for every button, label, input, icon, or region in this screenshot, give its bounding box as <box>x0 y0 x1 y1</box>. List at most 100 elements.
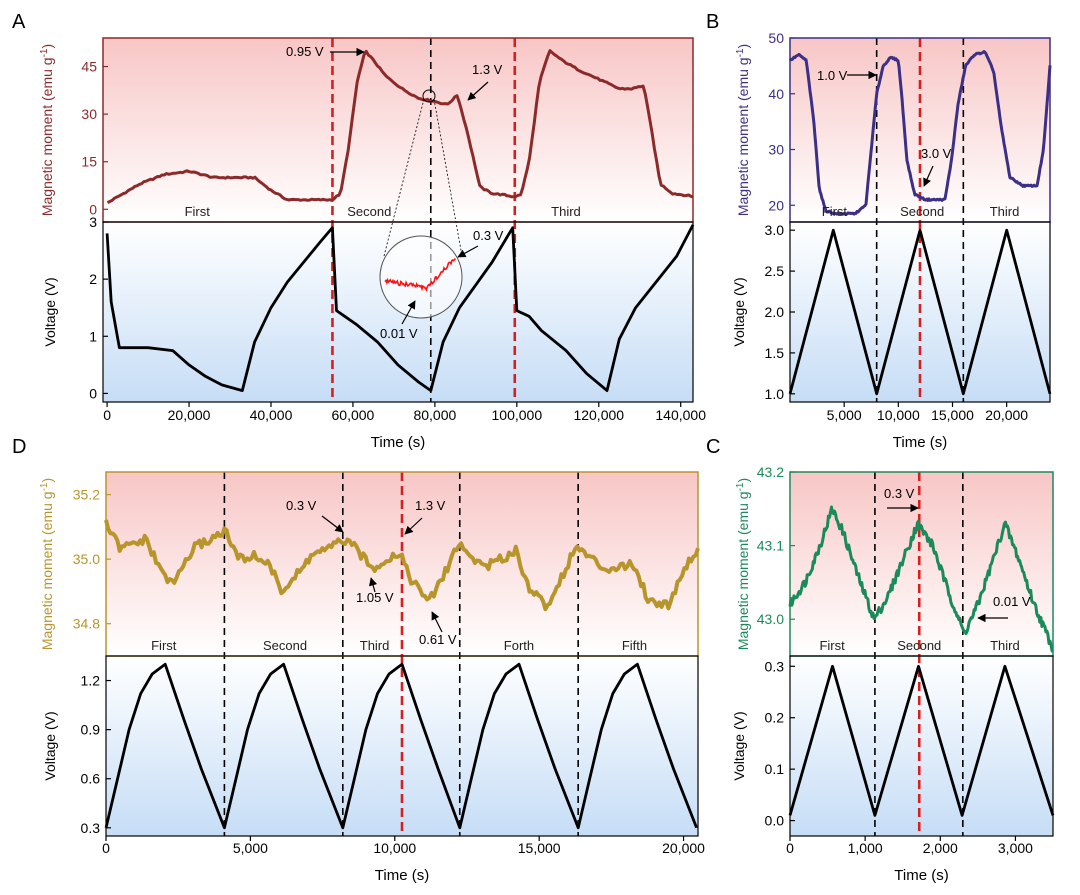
bottom-y-axis-label: Voltage (V) <box>731 277 747 346</box>
cycle-region-label: First <box>819 638 845 653</box>
bottom-plot-background <box>790 656 1053 836</box>
bottom-ytick-label: 2.5 <box>765 263 785 279</box>
bottom-y-axis-label: Voltage (V) <box>42 711 58 780</box>
bottom-ytick-label: 2.0 <box>765 304 785 320</box>
magnetic-moment-series <box>106 49 694 204</box>
voltage-annotation: 0.3 V <box>286 498 317 513</box>
voltage-annotation: 0.3 V <box>884 486 915 501</box>
bottom-ytick-label: 0.3 <box>765 658 785 674</box>
cycle-region-label: Fifth <box>622 638 647 653</box>
inset-annotation: 0.3 V <box>473 228 504 243</box>
zoom-guide-line <box>383 98 425 257</box>
xtick-label: 5,000 <box>827 407 862 423</box>
magnetic-moment-series <box>788 505 1055 653</box>
cycle-region-label: Third <box>360 638 390 653</box>
annotation-arrow <box>467 81 489 101</box>
top-ytick-label: 34.8 <box>73 616 100 632</box>
top-ytick-label: 50 <box>768 30 784 46</box>
bottom-ytick-label: 2 <box>89 271 97 287</box>
voltage-annotation: 0.95 V <box>286 44 324 59</box>
x-axis-label: Time (s) <box>371 434 425 451</box>
x-axis-label: Time (s) <box>375 867 429 884</box>
xtick-label: 40,000 <box>250 407 293 423</box>
top-ytick-label: 45 <box>81 59 97 75</box>
xtick-label: 140,000 <box>655 407 706 423</box>
bottom-ytick-label: 0.1 <box>765 761 785 777</box>
zoom-inset-circle <box>379 235 463 319</box>
bottom-plot-frame <box>789 655 1054 837</box>
annotation-arrow <box>321 515 344 533</box>
magnetic-moment-series <box>104 519 700 612</box>
top-ytick-label: 30 <box>81 106 97 122</box>
panel-label: B <box>706 11 719 33</box>
cycle-region-label: Second <box>897 638 941 653</box>
voltage-series <box>788 228 1052 396</box>
panel-b: B 20 30 40 50 1.0 1.5 2.0 2.5 3.0 5,000 10,000 15,00… <box>706 11 1052 451</box>
xtick-label: 20,000 <box>168 407 211 423</box>
bottom-plot-frame <box>105 655 699 837</box>
xtick-label: 10,000 <box>373 840 416 856</box>
voltage-series <box>104 662 698 830</box>
annotation-arrow <box>401 300 416 325</box>
voltage-annotation: 1.05 V <box>356 590 394 605</box>
xtick-label: 3,000 <box>998 840 1033 856</box>
bottom-ytick-label: 0.6 <box>81 771 101 787</box>
top-ytick-label: 15 <box>81 154 97 170</box>
top-ytick-label: 35.0 <box>73 551 100 567</box>
xtick-label: 0 <box>102 840 110 856</box>
cycle-region-label: Second <box>263 638 307 653</box>
voltage-series <box>788 664 1055 817</box>
magnetic-moment-series <box>788 50 1052 216</box>
cycle-region-label: Second <box>900 204 944 219</box>
bottom-ytick-label: 1.5 <box>765 345 785 361</box>
xtick-label: 120,000 <box>573 407 624 423</box>
cycle-region-label: First <box>185 204 211 219</box>
cycle-region-label: Forth <box>504 638 534 653</box>
panel-label: C <box>706 436 720 458</box>
xtick-label: 20,000 <box>985 407 1028 423</box>
bottom-plot-frame <box>102 221 694 403</box>
bottom-ytick-label: 3.0 <box>765 222 785 238</box>
voltage-series <box>105 224 695 393</box>
xtick-label: 60,000 <box>332 407 375 423</box>
top-ytick-label: 43.1 <box>757 538 784 554</box>
bottom-ytick-label: 0 <box>89 385 97 401</box>
x-axis-label: Time (s) <box>894 867 948 884</box>
panel-c: C 43.0 43.1 43.2 0.0 0.1 0.2 0.3 0 1,000 2,000 3,00… <box>706 436 1055 884</box>
xtick-label: 1,000 <box>848 840 883 856</box>
voltage-annotation: 0.61 V <box>419 632 457 647</box>
bottom-ytick-label: 1.0 <box>765 386 785 402</box>
xtick-label: 20,000 <box>662 840 705 856</box>
voltage-annotation: 1.3 V <box>472 62 503 77</box>
xtick-label: 10,000 <box>877 407 920 423</box>
bottom-ytick-label: 0.0 <box>765 813 785 829</box>
top-plot-background <box>103 38 693 222</box>
inset-zoom-trace <box>384 258 457 293</box>
bottom-ytick-label: 1 <box>89 328 97 344</box>
annotation-arrow <box>404 517 423 535</box>
bottom-y-axis-label: Voltage (V) <box>42 277 58 346</box>
top-ytick-label: 30 <box>768 142 784 158</box>
panel-label: A <box>12 11 26 33</box>
voltage-annotation: 1.3 V <box>415 498 446 513</box>
top-y-axis-label: Magnetic moment (emu g-1) <box>39 44 56 216</box>
xtick-label: 100,000 <box>492 407 543 423</box>
cycle-region-label: Second <box>347 204 391 219</box>
top-ytick-label: 40 <box>768 86 784 102</box>
panel-d: D 34.8 35.0 35.2 0.3 0.6 0.9 1.2 0 5,000 10,000 15,… <box>12 436 705 884</box>
top-y-axis-label: Magnetic moment (emu g-1) <box>39 478 56 650</box>
voltage-annotation: 3.0 V <box>921 146 952 161</box>
annotation-arrow <box>431 611 443 633</box>
annotation-arrow <box>369 577 378 593</box>
top-y-axis-label: Magnetic moment (emu g-1) <box>735 44 752 216</box>
cycle-region-label: First <box>151 638 177 653</box>
top-ytick-label: 35.2 <box>73 487 100 503</box>
bottom-ytick-label: 1.2 <box>81 673 101 689</box>
bottom-ytick-label: 3 <box>89 214 97 230</box>
top-ytick-label: 0 <box>89 201 97 217</box>
xtick-label: 2,000 <box>923 840 958 856</box>
zoom-inset: 0.3 V 0.01 V <box>379 89 504 341</box>
cycle-region-label: Third <box>551 204 581 219</box>
